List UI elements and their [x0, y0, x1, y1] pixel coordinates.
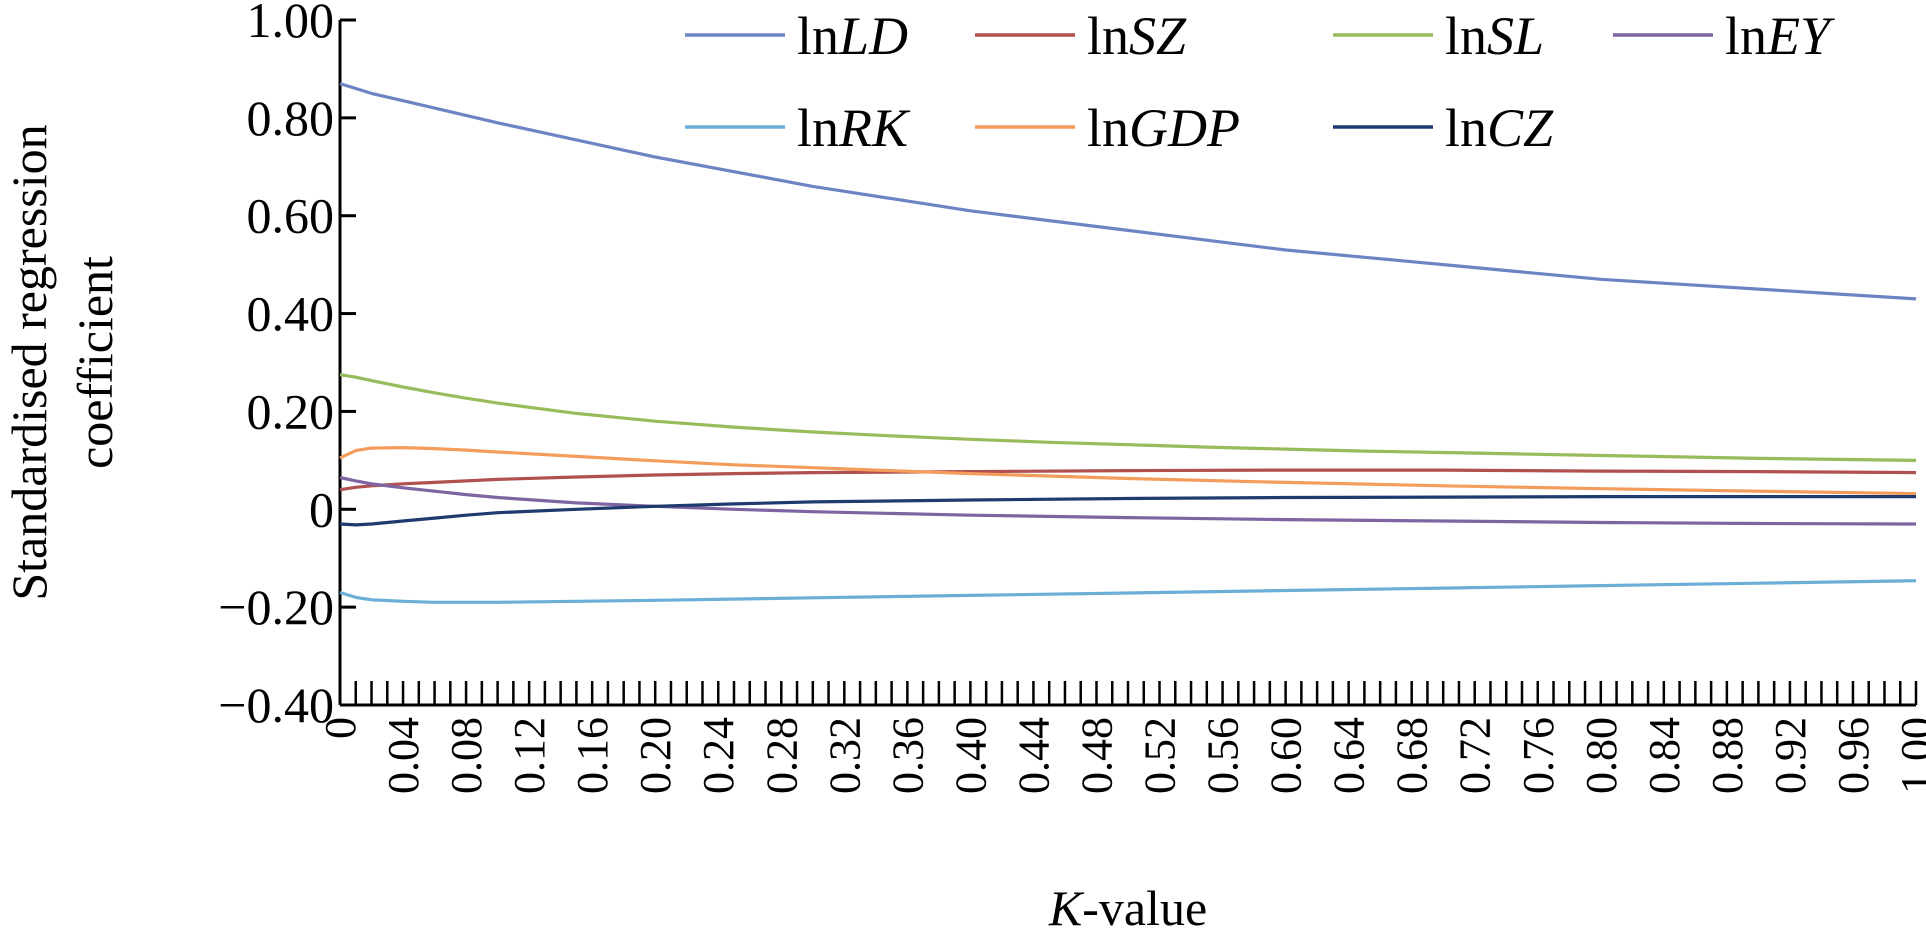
x-tick-label: 0.44 — [1009, 717, 1058, 794]
legend-label: lnSL — [1445, 6, 1544, 66]
legend-label: lnGDP — [1087, 98, 1240, 158]
legend-item-lnrk: lnRK — [685, 98, 911, 158]
legend-label: lnEY — [1725, 6, 1835, 66]
legend-item-lnsl: lnSL — [1333, 6, 1544, 66]
series-line-lnsl — [339, 373, 1917, 462]
legend-item-lnld: lnLD — [685, 6, 908, 66]
x-tick-label: 0.24 — [694, 717, 743, 794]
legend-item-lngdp: lnGDP — [975, 98, 1240, 158]
x-tick-label: 0.52 — [1136, 717, 1185, 794]
x-tick-label: 0.48 — [1072, 717, 1121, 794]
x-tick-label: 0.88 — [1703, 717, 1752, 794]
x-tick-label: 0.36 — [883, 717, 932, 794]
y-tick-label: 1.00 — [247, 0, 335, 48]
legend: lnLD lnSZ lnSL lnEY lnRK lnGDP lnCZ — [685, 6, 1835, 158]
legend-item-lncz: lnCZ — [1333, 98, 1554, 158]
y-tick-label: −0.40 — [218, 677, 334, 733]
series-line-lney — [339, 475, 1917, 526]
x-tick-label: 0.32 — [820, 717, 869, 794]
x-tick-label: 0.60 — [1262, 717, 1311, 794]
x-tick-label: 0.28 — [757, 717, 806, 794]
x-tick-label: 0.80 — [1577, 717, 1626, 794]
x-tick-label: 1.00 — [1892, 717, 1926, 794]
legend-label: lnCZ — [1445, 98, 1554, 158]
series-line-lnsz — [339, 468, 1917, 492]
legend-label: lnRK — [797, 98, 911, 158]
series-line-lncz — [339, 495, 1916, 527]
x-axis-title: K-value — [1048, 880, 1207, 935]
legend-label: lnLD — [797, 6, 908, 66]
x-axis-ticks: 0 0.04 0.08 0.12 0.16 0.20 0.24 0.28 0.32 0.36 0.4… — [316, 681, 1926, 794]
series-lines — [339, 82, 1917, 604]
legend-item-lnsz: lnSZ — [975, 6, 1187, 66]
x-tick-label: 0 — [316, 717, 365, 739]
x-tick-label: 0.72 — [1451, 717, 1500, 794]
series-line-lngdp — [339, 446, 1917, 496]
x-tick-label: 0.96 — [1829, 717, 1878, 794]
x-tick-label: 0.92 — [1766, 717, 1815, 794]
legend-label: lnSZ — [1087, 6, 1187, 66]
legend-item-lney: lnEY — [1613, 6, 1835, 66]
y-tick-label: 0.80 — [247, 90, 335, 146]
x-tick-label: 0.40 — [946, 717, 995, 794]
x-tick-label: 0.76 — [1514, 717, 1563, 794]
x-tick-label: 0.56 — [1199, 717, 1248, 794]
x-tick-label: 0.16 — [568, 717, 617, 794]
series-line-lnld — [339, 82, 1917, 301]
x-tick-label: 0.68 — [1388, 717, 1437, 794]
x-tick-label: 0.64 — [1325, 717, 1374, 794]
y-tick-label: 0.40 — [247, 286, 335, 342]
x-tick-label: 0.20 — [631, 717, 680, 794]
y-axis-title: Standardised regression coefficient — [1, 124, 123, 600]
x-tick-label: 0.84 — [1640, 717, 1689, 794]
x-tick-label: 0.12 — [505, 717, 554, 794]
y-tick-label: 0.20 — [247, 383, 335, 439]
x-tick-label: 0.08 — [442, 717, 491, 794]
y-tick-label: 0 — [309, 481, 334, 537]
series-line-lnrk — [339, 579, 1917, 604]
x-tick-label: 0.04 — [379, 717, 428, 794]
y-axis-ticks: 1.00 0.80 0.60 0.40 0.20 0 −0.20 −0.40 — [218, 0, 356, 733]
y-tick-label: −0.20 — [218, 579, 334, 635]
y-tick-label: 0.60 — [247, 188, 335, 244]
